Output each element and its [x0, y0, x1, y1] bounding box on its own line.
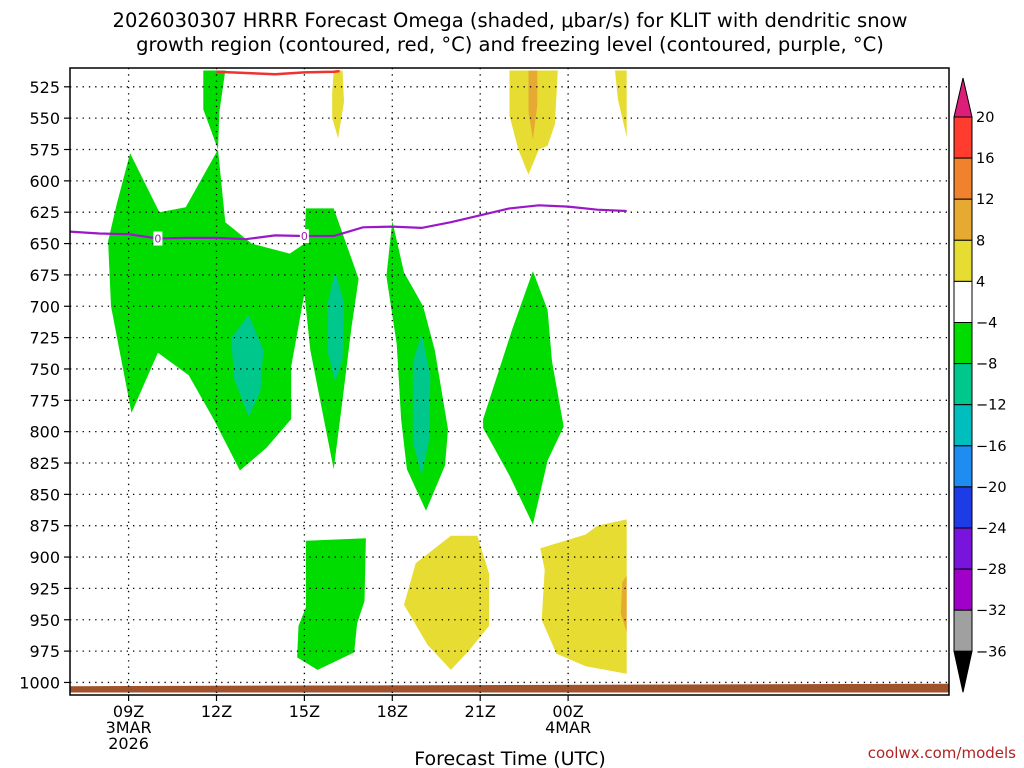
colorbar-label-5: −4: [976, 316, 997, 332]
y-tick-label-650: 650: [29, 235, 60, 254]
colorbar-label-8: −16: [976, 439, 1007, 455]
omega-region-6: [483, 271, 564, 525]
y-tick-label-525: 525: [29, 78, 60, 97]
omega-region-7: [297, 538, 366, 670]
y-tick-label-1000: 1000: [19, 673, 60, 692]
plot-area: [70, 70, 949, 693]
freezing-level-line: [70, 204, 627, 241]
y-tick-label-575: 575: [29, 141, 60, 160]
x-axis-label: Forecast Time (UTC): [414, 748, 605, 768]
y-tick-label-875: 875: [29, 517, 60, 536]
freezing-label-bg-0: [153, 231, 163, 246]
omega-region-2: [231, 315, 264, 417]
colorbar-swatch-11: [953, 527, 973, 570]
omega-region-14: [615, 70, 627, 137]
x-tick-label-15-0: 15Z: [289, 702, 320, 721]
colorbar-swatch-13: [953, 609, 973, 652]
colorbar-swatch-4: [953, 239, 973, 282]
y-tick-label-775: 775: [29, 391, 60, 410]
colorbar-label-12: −32: [976, 603, 1007, 619]
freezing-level-label-0: 0: [154, 233, 161, 246]
omega-region-3: [327, 271, 344, 382]
x-tick-label-9-2: 2026: [108, 734, 149, 753]
x-tick-label-9-1: 3MAR: [106, 718, 152, 737]
colorbar-label-0: 20: [976, 110, 994, 126]
colorbar-label-11: −28: [976, 562, 1007, 578]
surface-terrain-band: [70, 683, 949, 693]
x-tick-label-12-0: 12Z: [201, 702, 232, 721]
freezing-label-bg-1: [299, 229, 309, 244]
colorbar-legend: 20 16 12 8 4 −4 −8 −12 −16 −20 −24 −28 −32 −36: [953, 77, 1007, 693]
freezing-level-label-1: 0: [301, 230, 308, 243]
colorbar-label-6: −8: [976, 357, 997, 373]
colorbar-swatch-2: [953, 157, 973, 200]
dgz-contour-line: [216, 69, 340, 76]
colorbar-label-9: −20: [976, 480, 1007, 496]
y-tick-label-725: 725: [29, 329, 60, 348]
y-tick-label-550: 550: [29, 109, 60, 128]
y-tick-label-825: 825: [29, 454, 60, 473]
y-tick-label-900: 900: [29, 548, 60, 567]
credit-text: coolwx.com/models: [868, 744, 1016, 762]
colorbar-swatch-7: [953, 363, 973, 406]
y-tick-label-850: 850: [29, 485, 60, 504]
x-tick-label-24-0: 00Z: [552, 702, 583, 721]
omega-region-13: [528, 70, 538, 140]
colorbar-swatch-12: [953, 568, 973, 611]
colorbar-swatch-0: [953, 77, 973, 118]
colorbar-label-4: 4: [976, 274, 985, 290]
x-tick-label-21-0: 21Z: [465, 702, 496, 721]
colorbar-label-13: −36: [976, 644, 1007, 660]
x-tick-label-18-0: 18Z: [377, 702, 408, 721]
y-tick-label-700: 700: [29, 297, 60, 316]
y-tick-label-950: 950: [29, 611, 60, 630]
colorbar-label-7: −12: [976, 398, 1007, 414]
y-tick-label-975: 975: [29, 642, 60, 661]
colorbar-label-1: 16: [976, 151, 994, 167]
omega-region-9: [540, 519, 627, 674]
chart-title-line2: growth region (contoured, red, °C) and f…: [136, 33, 884, 56]
omega-region-1: [108, 149, 359, 471]
colorbar-swatch-14: [953, 650, 973, 693]
colorbar-label-3: 8: [976, 233, 985, 249]
omega-region-0: [203, 70, 226, 150]
colorbar-swatch-1: [953, 116, 973, 159]
y-tick-label-925: 925: [29, 579, 60, 598]
y-tick-label-675: 675: [29, 266, 60, 285]
omega-region-10: [620, 575, 627, 633]
colorbar-swatch-6: [953, 322, 973, 365]
x-tick-label-9-0: 09Z: [113, 702, 144, 721]
colorbar-label-10: −24: [976, 521, 1007, 537]
omega-region-8: [404, 535, 489, 670]
colorbar-label-2: 12: [976, 192, 994, 208]
colorbar-swatch-5: [953, 280, 973, 323]
y-tick-label-625: 625: [29, 203, 60, 222]
plot-frame: [69, 67, 950, 696]
colorbar-swatch-8: [953, 404, 973, 447]
y-axis-ticks: 525 550 575 600 625 650 675 700 725 750 775 800 825 8…: [19, 78, 70, 692]
chart-title-line1: 2026030307 HRRR Forecast Omega (shaded, …: [113, 9, 908, 32]
y-tick-label-800: 800: [29, 423, 60, 442]
y-tick-label-750: 750: [29, 360, 60, 379]
colorbar-swatch-10: [953, 486, 973, 529]
y-tick-label-600: 600: [29, 172, 60, 191]
omega-region-11: [332, 70, 344, 139]
colorbar-swatch-9: [953, 445, 973, 488]
x-tick-label-24-1: 4MAR: [545, 718, 591, 737]
colorbar-swatch-3: [953, 198, 973, 241]
